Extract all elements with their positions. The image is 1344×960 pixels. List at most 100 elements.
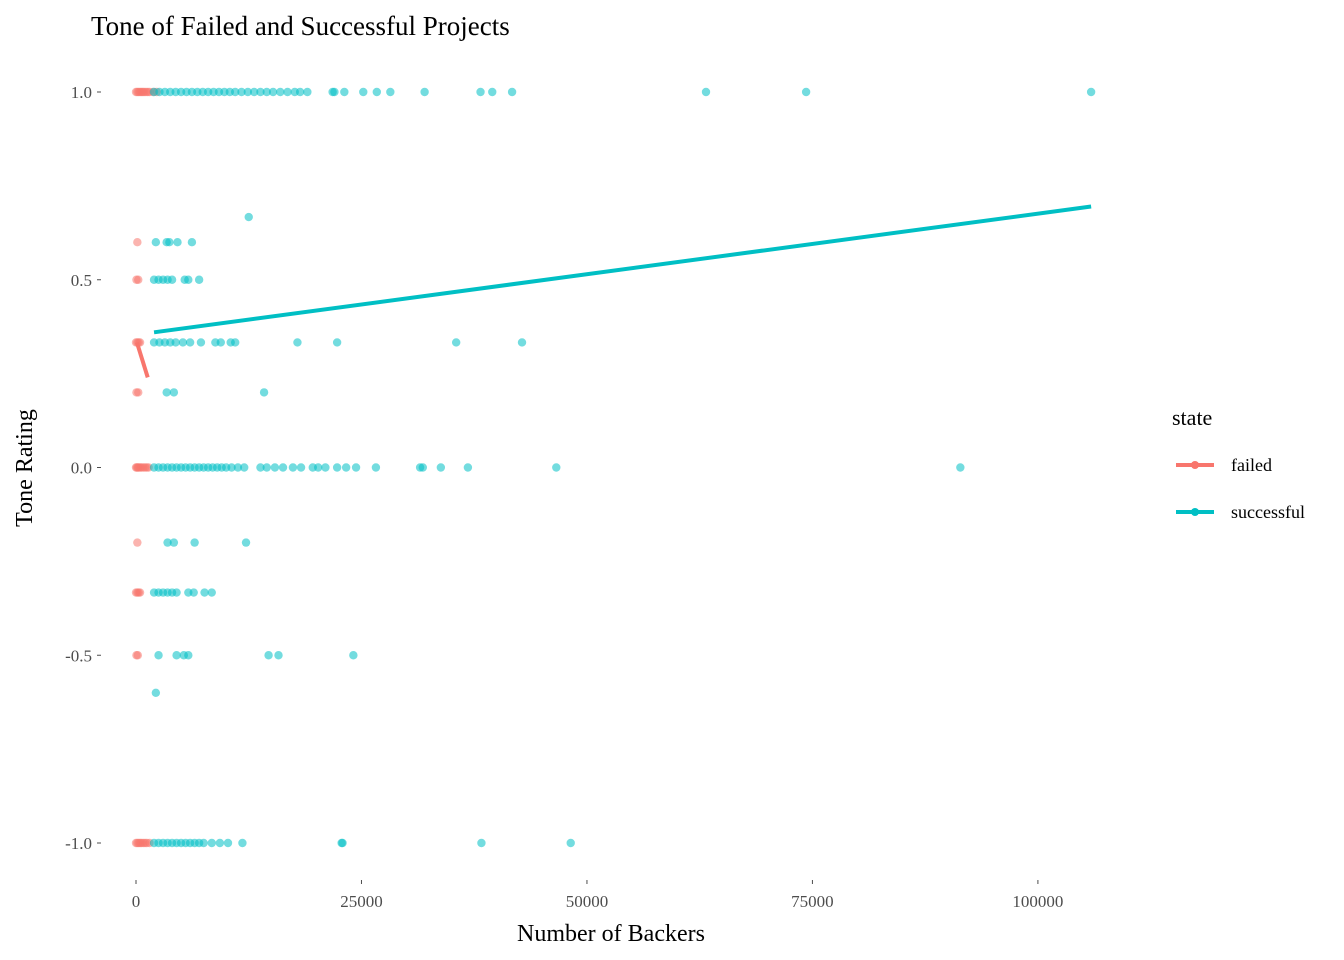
point-successful xyxy=(167,275,177,284)
x-tick-label: 100000 xyxy=(1012,892,1063,911)
point-successful xyxy=(507,87,517,97)
point-successful xyxy=(1086,87,1096,97)
point-successful xyxy=(207,838,216,848)
point-successful xyxy=(338,838,347,848)
point-successful xyxy=(371,463,381,472)
point-successful xyxy=(386,87,395,97)
point-successful xyxy=(303,87,312,97)
point-successful xyxy=(169,538,179,547)
plot-area xyxy=(131,87,1096,848)
y-tick-label: -0.5 xyxy=(65,646,92,665)
point-successful xyxy=(200,588,209,597)
point-successful xyxy=(172,588,181,597)
point-successful xyxy=(321,463,330,472)
point-successful xyxy=(162,388,171,397)
point-successful xyxy=(190,538,199,547)
x-tick-label: 75000 xyxy=(791,892,834,911)
point-successful xyxy=(163,538,172,547)
point-successful xyxy=(552,463,561,472)
point-successful xyxy=(199,838,208,848)
series-successful xyxy=(149,87,1096,848)
point-successful xyxy=(178,338,188,347)
point-successful xyxy=(187,238,197,247)
point-successful xyxy=(262,463,271,472)
point-successful xyxy=(313,463,323,472)
point-successful xyxy=(801,87,811,97)
legend: state failed successful xyxy=(1172,405,1305,522)
point-successful xyxy=(184,275,193,284)
point-successful xyxy=(151,688,161,697)
point-successful xyxy=(215,838,225,848)
point-successful xyxy=(351,463,361,472)
trend-line-successful xyxy=(153,204,1092,335)
point-successful xyxy=(231,87,240,97)
point-failed xyxy=(133,538,142,547)
legend-key-successful-dot xyxy=(1191,508,1199,516)
point-successful xyxy=(451,338,461,347)
point-failed xyxy=(133,238,142,247)
legend-label-failed: failed xyxy=(1231,455,1272,475)
point-successful xyxy=(165,238,174,247)
point-successful xyxy=(241,538,251,547)
y-axis: -1.0 -0.5 0.0 0.5 1.0 xyxy=(65,83,101,853)
chart-title: Tone of Failed and Successful Projects xyxy=(91,11,510,41)
point-successful xyxy=(418,463,428,472)
legend-key-failed-dot xyxy=(1191,461,1199,469)
point-successful xyxy=(566,838,575,848)
x-tick-label: 0 xyxy=(132,892,141,911)
point-successful xyxy=(340,87,349,97)
point-successful xyxy=(169,388,179,397)
point-successful xyxy=(238,838,247,848)
y-tick-label: 0.5 xyxy=(71,271,92,290)
y-tick-label: 0.0 xyxy=(71,459,92,478)
x-axis-title: Number of Backers xyxy=(517,921,705,947)
point-successful xyxy=(256,463,265,472)
point-successful xyxy=(420,87,429,97)
point-successful xyxy=(372,87,382,97)
point-successful xyxy=(243,87,253,97)
point-failed xyxy=(135,588,145,597)
point-successful xyxy=(196,338,206,347)
point-successful xyxy=(184,651,193,660)
point-successful xyxy=(332,463,342,472)
x-tick-label: 50000 xyxy=(566,892,609,911)
point-successful xyxy=(172,651,181,660)
point-successful xyxy=(259,388,269,397)
point-successful xyxy=(207,588,216,597)
y-axis-title: Tone Rating xyxy=(12,409,38,527)
legend-item-successful: successful xyxy=(1176,502,1305,522)
point-successful xyxy=(173,238,182,247)
point-successful xyxy=(296,463,306,472)
point-failed xyxy=(133,651,143,660)
point-successful xyxy=(330,87,339,97)
point-successful xyxy=(701,87,711,97)
point-failed xyxy=(134,275,143,284)
point-successful xyxy=(237,87,246,97)
point-successful xyxy=(268,87,278,97)
point-successful xyxy=(276,87,285,97)
point-successful xyxy=(227,463,236,472)
point-successful xyxy=(270,463,280,472)
point-successful xyxy=(189,588,198,597)
point-successful xyxy=(517,338,527,347)
point-successful xyxy=(477,838,486,848)
point-successful xyxy=(341,463,351,472)
point-successful xyxy=(233,463,243,472)
point-successful xyxy=(278,463,288,472)
point-successful xyxy=(231,338,240,347)
point-successful xyxy=(256,87,265,97)
point-successful xyxy=(151,238,161,247)
y-tick-label: -1.0 xyxy=(65,834,92,853)
point-successful xyxy=(244,212,253,222)
point-successful xyxy=(295,87,305,97)
point-successful xyxy=(262,87,271,97)
x-tick-label: 25000 xyxy=(340,892,383,911)
point-successful xyxy=(249,87,259,97)
point-successful xyxy=(476,87,485,97)
point-failed xyxy=(134,388,143,397)
point-successful xyxy=(171,338,180,347)
point-successful xyxy=(223,838,233,848)
point-successful xyxy=(264,651,273,660)
point-successful xyxy=(283,87,292,97)
